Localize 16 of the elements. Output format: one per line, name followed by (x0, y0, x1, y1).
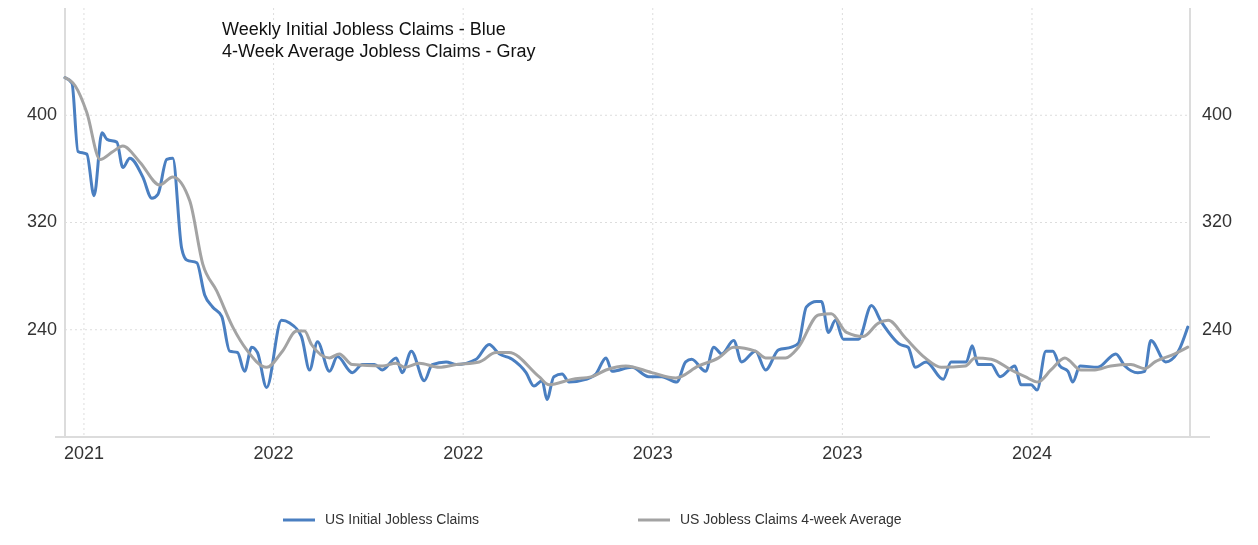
y-tick-label: 320 (26, 211, 57, 232)
y2-tick-label: 240 (1202, 318, 1233, 339)
text: 4-Week Average Jobless Claims - Gray (222, 41, 536, 61)
x-tick-label: 2021 (63, 443, 104, 463)
legend-label: US Initial Jobless Claims (325, 510, 480, 527)
x-tick-label: 2023 (632, 443, 673, 463)
legend-label: US Jobless Claims 4-week Average (680, 510, 902, 527)
x-tick-label: 2022 (253, 443, 294, 463)
x-tick-label: 2024 (1011, 443, 1053, 463)
x-tick-label: 2023 (822, 443, 863, 463)
y2-tick-label: 400 (1202, 104, 1233, 124)
x-tick-label: 2022 (443, 443, 484, 463)
text: Weekly Initial Jobless Claims - Blue (222, 19, 506, 39)
y-tick-label: 400 (26, 104, 57, 124)
y-tick-label: 240 (26, 318, 57, 339)
y2-tick-label: 320 (1202, 211, 1233, 232)
